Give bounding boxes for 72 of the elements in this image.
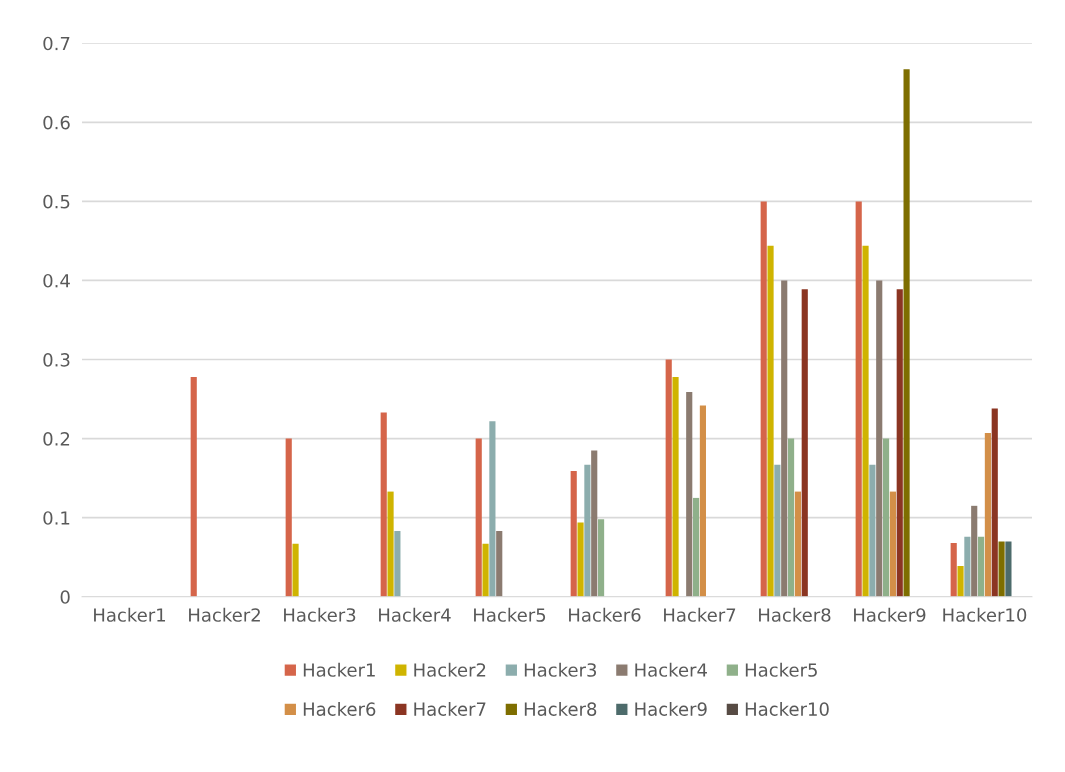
legend-label: Hacker2 xyxy=(414,662,486,677)
bar xyxy=(794,491,801,597)
legend-label: Hacker1 xyxy=(303,662,375,677)
legend-label: Hacker8 xyxy=(524,701,597,716)
bar xyxy=(869,464,876,597)
bar xyxy=(387,491,394,597)
bar xyxy=(957,565,964,597)
bar xyxy=(686,391,693,597)
bar xyxy=(984,433,991,597)
y-tick-label: 0.5 xyxy=(43,194,70,209)
legend-label: Hacker5 xyxy=(745,662,817,677)
legend-label: Hacker6 xyxy=(303,701,376,716)
bar xyxy=(577,522,584,597)
bar xyxy=(598,519,605,597)
bar xyxy=(475,438,482,597)
bar xyxy=(292,543,299,597)
bar xyxy=(998,541,1005,597)
bar xyxy=(855,201,862,597)
bar xyxy=(692,497,700,597)
legend-label: Hacker7 xyxy=(414,701,486,716)
bar xyxy=(285,438,292,597)
bar xyxy=(971,505,978,597)
bar xyxy=(489,421,496,597)
x-tick-label: Hacker10 xyxy=(943,607,1027,622)
y-tick-label: 0.2 xyxy=(43,432,70,446)
y-tick-label: 0.4 xyxy=(43,273,70,288)
y-tick-label: 0.3 xyxy=(43,352,70,367)
bar xyxy=(787,438,795,597)
x-tick-label: Hacker8 xyxy=(759,607,831,622)
x-tick-label: Hacker6 xyxy=(569,607,641,622)
bar xyxy=(482,543,489,597)
x-tick-label: Hacker4 xyxy=(379,607,451,622)
y-tick-label: 0.7 xyxy=(43,36,70,51)
bar xyxy=(781,280,788,597)
bar xyxy=(665,359,672,597)
legend-label: Hacker4 xyxy=(635,662,707,677)
legend-label: Hacker3 xyxy=(524,662,597,677)
bar xyxy=(672,376,679,597)
bar xyxy=(896,289,903,597)
bar xyxy=(862,245,869,597)
bar xyxy=(774,464,781,597)
bar xyxy=(903,69,910,597)
bar xyxy=(190,376,197,597)
bar xyxy=(801,289,808,597)
bar xyxy=(760,201,767,597)
y-tick-label: 0.1 xyxy=(43,511,70,525)
x-tick-label: Hacker9 xyxy=(854,607,926,622)
x-tick-label: Hacker1 xyxy=(94,607,166,622)
y-tick-label: 0.6 xyxy=(43,115,70,130)
bar xyxy=(964,536,971,597)
bar xyxy=(950,542,957,597)
bar xyxy=(1005,541,1012,597)
bar xyxy=(699,405,706,597)
x-tick-label: Hacker5 xyxy=(474,607,546,622)
bar xyxy=(570,471,577,597)
bar xyxy=(584,464,591,597)
legend-label: Hacker10 xyxy=(745,701,829,716)
bar xyxy=(882,438,890,597)
bar xyxy=(591,450,598,597)
x-tick-label: Hacker7 xyxy=(664,607,736,622)
x-tick-label: Hacker3 xyxy=(284,607,356,622)
legend-label: Hacker9 xyxy=(635,701,707,716)
bar xyxy=(991,408,998,597)
bar xyxy=(876,280,883,597)
bar xyxy=(394,531,401,597)
bar xyxy=(889,491,896,597)
bar xyxy=(767,245,774,597)
bar xyxy=(977,536,985,597)
bar xyxy=(380,412,387,597)
x-tick-label: Hacker2 xyxy=(189,607,260,622)
bar xyxy=(496,531,503,597)
y-tick-label: 0 xyxy=(60,590,70,604)
